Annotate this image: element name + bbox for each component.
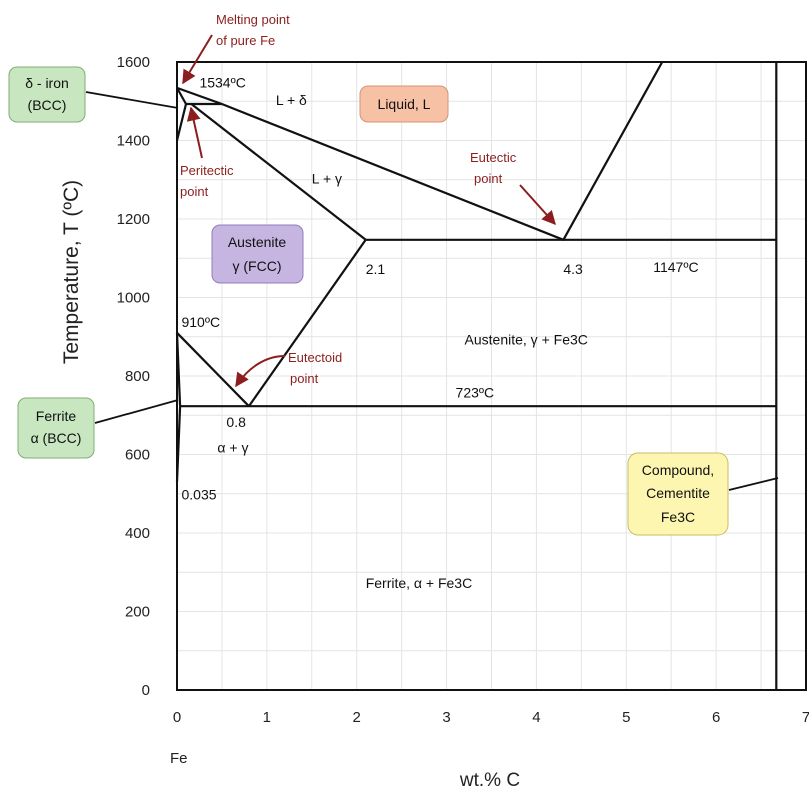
annotation: 1147ºC	[653, 259, 698, 275]
annotation: Austenite, γ + Fe3C	[465, 332, 588, 348]
melting-point-callout-line-1: Melting point	[216, 12, 290, 27]
annotation: 0.035	[181, 487, 216, 503]
y-tick-label: 1400	[117, 133, 150, 150]
eutectic-point-callout: Eutectic point	[470, 150, 556, 226]
liquid-box: Liquid, L	[359, 85, 449, 123]
annotation: 910ºC	[181, 314, 220, 330]
y-tick-label: 1600	[117, 54, 150, 71]
boundary-alpha-gamma-boundary	[175, 332, 182, 407]
annotation: 723ºC	[456, 385, 495, 401]
cementite-leader	[728, 477, 779, 491]
boundary-alpha-solvus	[175, 406, 182, 483]
cementite-box-line-2: Cementite	[646, 485, 710, 501]
austenite-box-line-2: γ (FCC)	[233, 258, 282, 274]
y-tick-label: 0	[142, 682, 150, 699]
plot-frame	[176, 61, 807, 691]
annotation: 0.8	[226, 414, 246, 430]
x-tick-label: 5	[622, 709, 630, 726]
annotation: Ferrite, α + Fe3C	[366, 575, 473, 591]
delta-iron-box-line-2: (BCC)	[28, 97, 67, 113]
cementite-box-line-1: Compound,	[642, 462, 714, 478]
eutectoid-point-callout: Eutectoid point	[235, 350, 342, 388]
delta-iron-box: δ - iron (BCC)	[8, 66, 179, 123]
ferrite-box-line-2: α (BCC)	[31, 430, 82, 446]
annotation: L + γ	[312, 171, 342, 187]
cementite-box: Compound, Cementite Fe3C	[627, 452, 779, 536]
austenite-box: Austenite γ (FCC)	[211, 224, 304, 284]
annotation: L + δ	[276, 92, 307, 108]
y-tick-label: 600	[125, 447, 150, 464]
boundary-gamma-solidus	[190, 103, 367, 241]
peritectic-arrow	[186, 106, 203, 159]
boundary-delta-solidus	[176, 87, 187, 105]
boundary-liquidus	[176, 61, 664, 241]
y-tick-label: 800	[125, 368, 150, 385]
cementite-box-line-3: Fe3C	[661, 509, 695, 525]
delta-iron-box-line-1: δ - iron	[25, 75, 69, 91]
melting-point-callout: Melting point of pure Fe	[182, 12, 290, 85]
eutectic-callout-line-1: Eutectic	[470, 150, 517, 165]
liquid-box-label: Liquid, L	[378, 96, 431, 112]
annotations: 1534ºC L + δ L + γ 2.1 4.3 1147ºC 910ºC Austeni…	[181, 75, 698, 591]
ferrite-box: Ferrite α (BCC)	[17, 397, 179, 459]
delta-iron-leader	[85, 91, 179, 109]
plot-border	[176, 61, 807, 691]
peritectic-callout-line-1: Peritectic	[180, 163, 234, 178]
ferrite-leader	[94, 399, 179, 424]
x-tick-label: 7	[802, 709, 809, 726]
tick-labels: 0 1 2 3 4 5 6 7 0 200 400 600 800 1000 1200 1400 1600	[117, 54, 809, 726]
annotation: α + γ	[217, 440, 248, 456]
x-axis-label: wt.% C	[459, 770, 520, 791]
x-tick-label: 4	[532, 709, 540, 726]
eutectic-arrow	[519, 184, 556, 226]
x-tick-label: 6	[712, 709, 720, 726]
boundary-a3-line	[176, 332, 250, 407]
austenite-box-line-1: Austenite	[228, 234, 287, 250]
peritectic-point-callout: Peritectic point	[180, 106, 234, 199]
eutectic-callout-line-2: point	[474, 171, 503, 186]
phase-boundaries	[175, 61, 778, 690]
y-tick-label: 1000	[117, 290, 150, 307]
peritectic-callout-line-2: point	[180, 184, 209, 199]
ferrite-box-line-1: Ferrite	[36, 408, 77, 424]
grid	[176, 61, 807, 691]
x-tick-label: 1	[263, 709, 271, 726]
eutectoid-callout-line-1: Eutectoid	[288, 350, 342, 365]
melting-point-arrow	[182, 34, 213, 85]
annotation: 2.1	[366, 261, 386, 277]
annotation: 4.3	[563, 261, 583, 277]
y-tick-label: 1200	[117, 211, 150, 228]
y-tick-label: 200	[125, 604, 150, 621]
annotation: 1534ºC	[199, 75, 245, 91]
x-tick-label: 2	[353, 709, 361, 726]
x-tick-label: 3	[442, 709, 450, 726]
y-axis-label: Temperature, T (ºC)	[60, 180, 83, 364]
x-tick-label: 0	[173, 709, 181, 726]
melting-point-callout-line-2: of pure Fe	[216, 33, 275, 48]
boundary-acm-line	[247, 239, 367, 407]
x-origin-label: Fe	[170, 750, 188, 767]
y-tick-label: 400	[125, 525, 150, 542]
eutectoid-callout-line-2: point	[290, 371, 319, 386]
boundary-delta-gamma-boundary	[175, 102, 222, 141]
eutectoid-arrow	[235, 355, 286, 388]
